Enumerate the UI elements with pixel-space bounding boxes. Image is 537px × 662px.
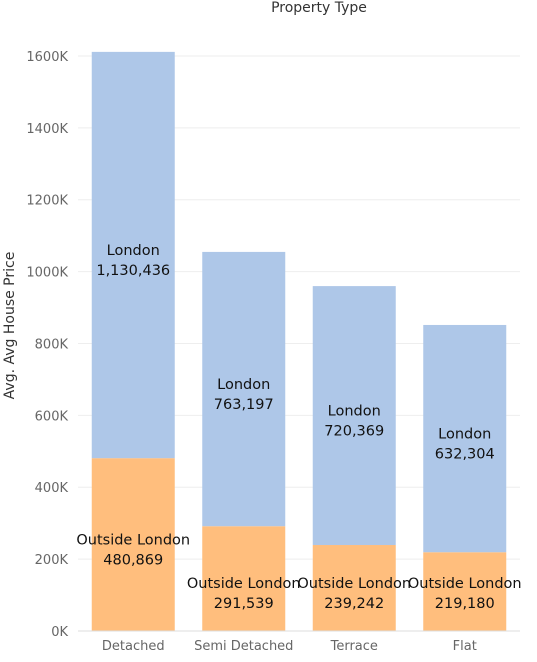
y-axis-ticks: 0K 200K 400K 600K 800K 1000K 1200K 1400K 1600K [26,50,68,640]
data-label-value: 763,197 [214,397,274,413]
data-label-value: 291,539 [214,596,274,612]
data-label-series: London [328,404,381,420]
data-labels: Outside London 480,869 London 1,130,436 Outs… [76,243,521,612]
data-label-series: Outside London [76,533,190,549]
x-axis-categories: Detached Semi Detached Terrace Flat [102,639,477,654]
bar-london [202,251,286,527]
data-label-value: 239,242 [324,596,384,612]
y-tick-label: 1600K [26,50,68,65]
y-tick-label: 400K [35,481,69,496]
y-tick-label: 0K [51,625,68,640]
data-label-series: London [107,243,160,259]
bar-london [91,51,175,459]
y-axis-title: Avg. Avg House Price [2,252,18,400]
bar-london [312,286,396,546]
y-tick-label: 1200K [26,194,68,209]
x-category-label: Detached [102,639,165,654]
data-label-value: 720,369 [324,424,384,440]
data-label-series: Outside London [187,576,301,592]
y-tick-label: 1000K [26,266,68,281]
bar-outside-london [91,458,175,631]
data-label-value: 632,304 [435,447,495,463]
data-label-series: Outside London [408,576,522,592]
y-tick-label: 800K [35,337,69,352]
y-tick-label: 1400K [26,122,68,137]
x-category-label: Semi Detached [194,639,293,654]
y-tick-label: 600K [35,409,69,424]
y-tick-label: 200K [35,553,69,568]
x-category-label: Flat [453,639,477,654]
bar-outside-london [312,545,396,631]
bar-outside-london [202,526,286,631]
data-label-series: Outside London [297,576,411,592]
bar-london [423,324,507,553]
bar-outside-london [423,552,507,631]
data-label-value: 480,869 [103,553,163,569]
data-label-value: 219,180 [435,596,495,612]
chart-title: Property Type [271,0,367,16]
data-label-value: 1,130,436 [96,263,170,279]
x-category-label: Terrace [330,639,378,654]
data-label-series: London [217,377,270,393]
bars [91,51,507,631]
data-label-series: London [438,427,491,443]
